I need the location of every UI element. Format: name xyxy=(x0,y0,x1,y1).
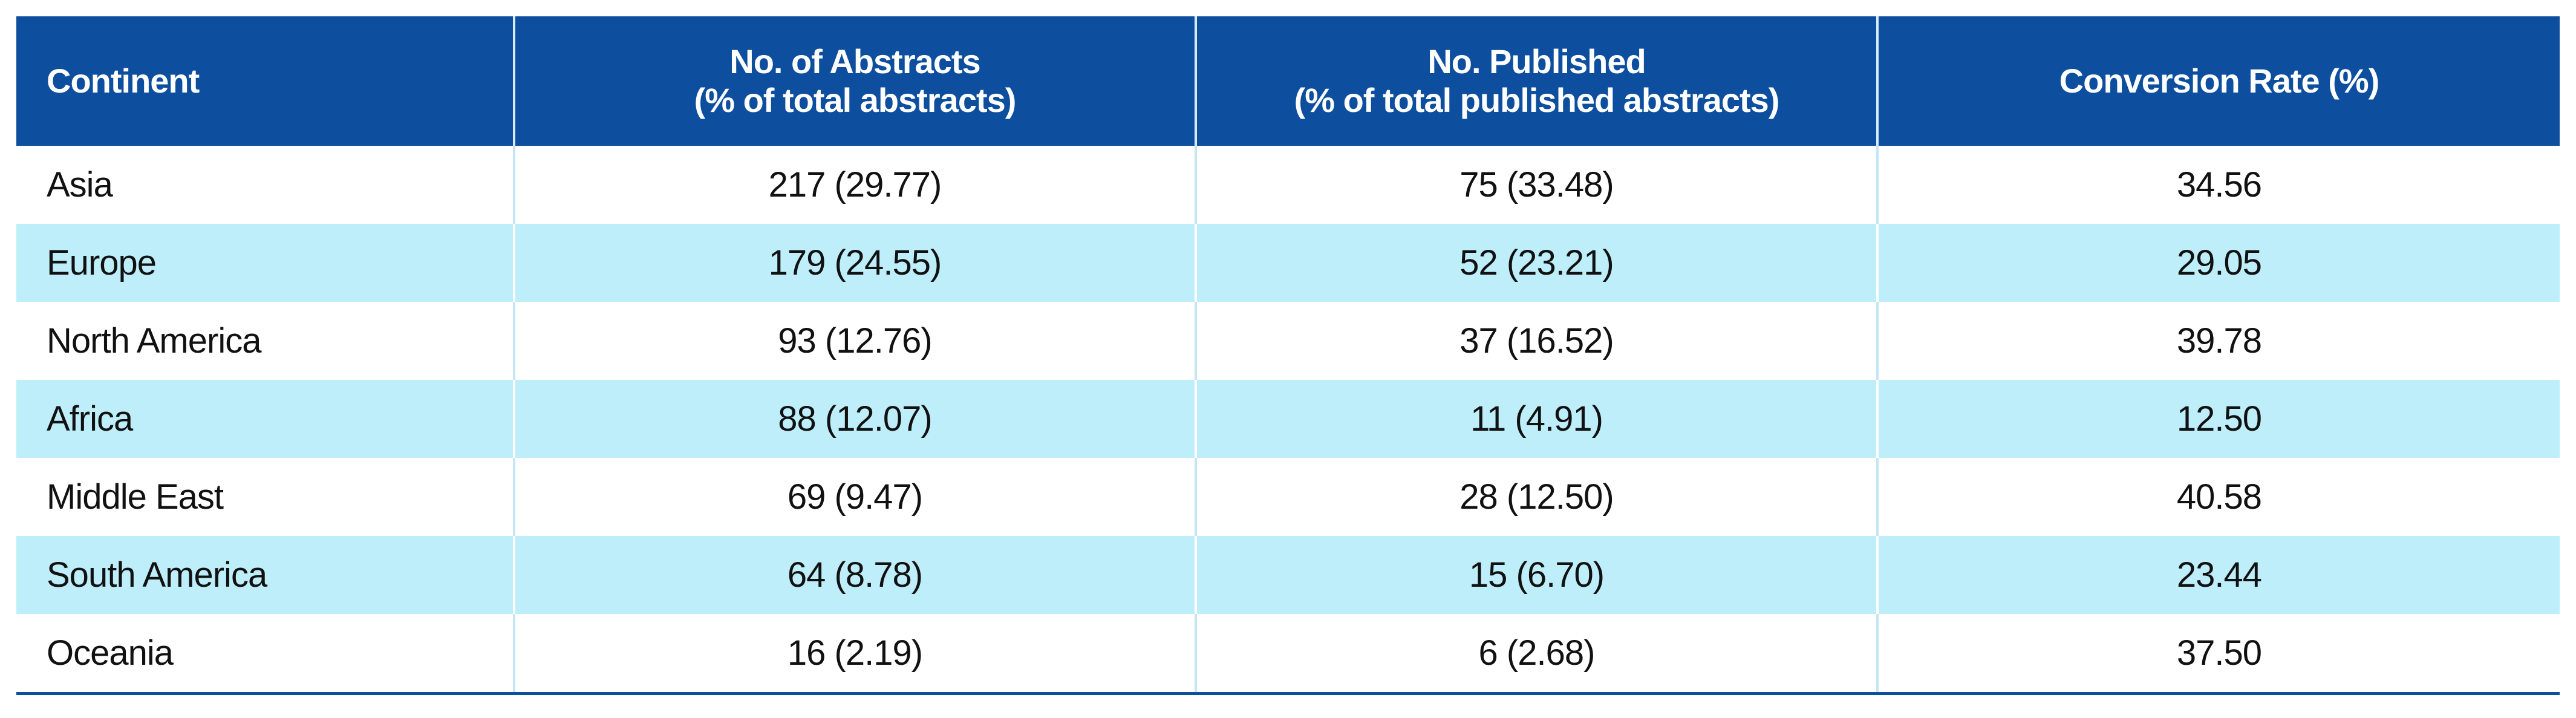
table-cell: 16 (2.19) xyxy=(513,614,1196,694)
table-row: Oceania 16 (2.19) 6 (2.68) 37.50 xyxy=(16,614,2560,694)
table-cell: 34.56 xyxy=(1876,146,2560,224)
table-cell: Europe xyxy=(16,224,514,302)
table-row: North America 93 (12.76) 37 (16.52) 39.78 xyxy=(16,302,2560,380)
table-cell: 39.78 xyxy=(1876,302,2560,380)
table-cell: 37 (16.52) xyxy=(1195,302,1877,380)
header-cell: Conversion Rate (%) xyxy=(1876,16,2560,146)
table-cell: 52 (23.21) xyxy=(1195,224,1877,302)
header-cell: No. Published (% of total published abst… xyxy=(1195,16,1877,146)
table-cell: 23.44 xyxy=(1876,536,2560,614)
table-cell: South America xyxy=(16,536,514,614)
table-cell: Middle East xyxy=(47,477,224,517)
table-body: Asia 217 (29.77) 75 (33.48) 34.56 Europe 179 … xyxy=(16,146,2560,694)
table-row: Europe 179 (24.55) 52 (23.21) 29.05 xyxy=(16,224,2560,302)
table-cell: 6 (2.68) xyxy=(1195,614,1877,694)
table-cell: 15 (6.70) xyxy=(1195,536,1877,614)
table-row: Asia 217 (29.77) 75 (33.48) 34.56 xyxy=(16,146,2560,224)
table-row: Africa 88 (12.07) 11 (4.91) 12.50 xyxy=(16,380,2560,458)
table-row: South America 64 (8.78) 15 (6.70) 23.44 xyxy=(16,536,2560,614)
table-cell: 93 (12.76) xyxy=(513,302,1196,380)
table-cell: 217 (29.77) xyxy=(513,146,1196,224)
table-cell: 88 (12.07) xyxy=(513,380,1196,458)
table-cell: 179 (24.55) xyxy=(513,224,1196,302)
header-row: Continent No. of Abstracts (% of total ab… xyxy=(16,16,2560,146)
table-cell: 12.50 xyxy=(1876,380,2560,458)
table-row: Middle East 69 (9.47) 28 (12.50) 40.58 xyxy=(16,458,2560,536)
table-cell: Asia xyxy=(47,165,113,204)
table-wrap: Continent No. of Abstracts (% of total ab… xyxy=(16,16,2560,695)
table-cell: 40.58 xyxy=(1876,458,2560,536)
table-cell: 11 (4.91) xyxy=(1195,380,1877,458)
header-cell: Continent xyxy=(16,16,514,146)
table-cell: 64 (8.78) xyxy=(513,536,1196,614)
table-cell: 29.05 xyxy=(1876,224,2560,302)
table-cell: 69 (9.47) xyxy=(513,458,1196,536)
table-cell: 28 (12.50) xyxy=(1195,458,1877,536)
data-table: Continent No. of Abstracts (% of total ab… xyxy=(16,16,2560,695)
table-cell: Africa xyxy=(16,380,514,458)
header-cell: No. of Abstracts (% of total abstracts) xyxy=(513,16,1196,146)
table-cell: Oceania xyxy=(47,633,174,673)
table-cell: North America xyxy=(47,321,261,361)
table-cell: 37.50 xyxy=(1876,614,2560,694)
table-cell: 75 (33.48) xyxy=(1195,146,1877,224)
